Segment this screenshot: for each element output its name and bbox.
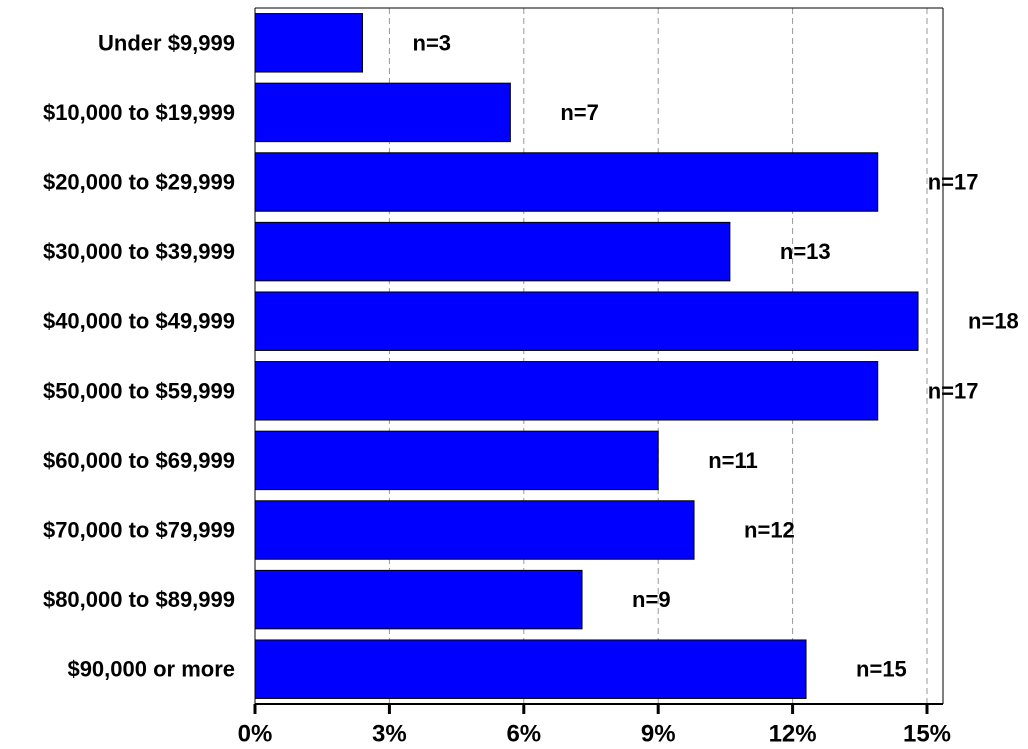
bar xyxy=(254,639,807,699)
category-labels: Under $9,999 $10,000 to $19,999 $20,000 to… xyxy=(43,30,235,681)
bar xyxy=(254,221,731,282)
x-tick-label: 12% xyxy=(769,721,817,748)
bar xyxy=(254,13,364,73)
x-axis: 0% 3% 6% 9% 12% 15% xyxy=(238,7,951,748)
category-label: $60,000 to $69,999 xyxy=(43,448,235,473)
data-labels: n=3 n=7 n=17 n=13 n=18 n=17 n=11 n=12 n=9 n=15 xyxy=(413,30,1019,681)
data-label: n=18 xyxy=(968,309,1019,334)
bar xyxy=(254,569,583,630)
x-tick-label: 0% xyxy=(238,721,273,748)
data-label: n=17 xyxy=(928,378,979,403)
data-label: n=12 xyxy=(744,518,795,543)
bar xyxy=(254,152,879,212)
category-label: $20,000 to $29,999 xyxy=(43,170,235,195)
data-label: n=17 xyxy=(928,170,979,195)
x-tick-label: 9% xyxy=(641,721,676,748)
category-label: Under $9,999 xyxy=(98,30,235,55)
data-label: n=15 xyxy=(856,657,907,682)
category-label: $90,000 or more xyxy=(67,657,235,682)
x-tick-label: 15% xyxy=(903,721,951,748)
bar xyxy=(254,500,695,560)
data-label: n=11 xyxy=(708,448,758,473)
bar xyxy=(254,361,879,421)
bar xyxy=(254,291,919,351)
data-label: n=13 xyxy=(780,239,831,264)
category-label: $40,000 to $49,999 xyxy=(43,309,235,334)
category-label: $70,000 to $79,999 xyxy=(43,518,235,543)
x-tick-label: 6% xyxy=(506,721,541,748)
category-label: $30,000 to $39,999 xyxy=(43,239,235,264)
category-label: $80,000 to $89,999 xyxy=(43,587,235,612)
bar xyxy=(254,430,659,491)
category-label: $10,000 to $19,999 xyxy=(43,100,235,125)
x-tick-label: 3% xyxy=(372,721,407,748)
data-label: n=9 xyxy=(632,587,671,612)
bar xyxy=(254,82,511,143)
data-label: n=7 xyxy=(560,100,599,125)
bars xyxy=(254,13,919,699)
data-label: n=3 xyxy=(413,30,452,55)
category-label: $50,000 to $59,999 xyxy=(43,378,235,403)
